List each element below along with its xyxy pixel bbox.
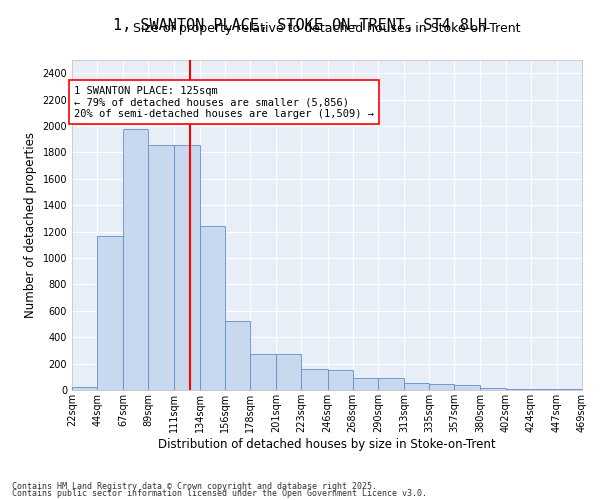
Bar [404, 384, 429, 390]
Bar [225, 322, 250, 390]
Bar [200, 226, 225, 390]
Bar [481, 388, 506, 390]
Bar [72, 386, 97, 390]
Bar [506, 388, 530, 390]
Bar [124, 128, 148, 390]
Bar [173, 145, 200, 390]
Bar [429, 384, 454, 390]
Title: Size of property relative to detached houses in Stoke-on-Trent: Size of property relative to detached ho… [133, 22, 521, 35]
Text: Contains public sector information licensed under the Open Government Licence v3: Contains public sector information licen… [12, 489, 427, 498]
Bar [378, 378, 404, 390]
Bar [276, 354, 301, 390]
Bar [328, 370, 353, 390]
Text: 1 SWANTON PLACE: 125sqm
← 79% of detached houses are smaller (5,856)
20% of semi: 1 SWANTON PLACE: 125sqm ← 79% of detache… [74, 86, 374, 119]
Bar [148, 145, 173, 390]
Bar [353, 378, 378, 390]
Bar [530, 388, 557, 390]
Text: Contains HM Land Registry data © Crown copyright and database right 2025.: Contains HM Land Registry data © Crown c… [12, 482, 377, 491]
Y-axis label: Number of detached properties: Number of detached properties [24, 132, 37, 318]
X-axis label: Distribution of detached houses by size in Stoke-on-Trent: Distribution of detached houses by size … [158, 438, 496, 450]
Bar [557, 388, 582, 390]
Bar [250, 354, 276, 390]
Bar [301, 369, 328, 390]
Bar [97, 236, 124, 390]
Bar [454, 386, 481, 390]
Text: 1, SWANTON PLACE, STOKE-ON-TRENT, ST4 8LH: 1, SWANTON PLACE, STOKE-ON-TRENT, ST4 8L… [113, 18, 487, 32]
